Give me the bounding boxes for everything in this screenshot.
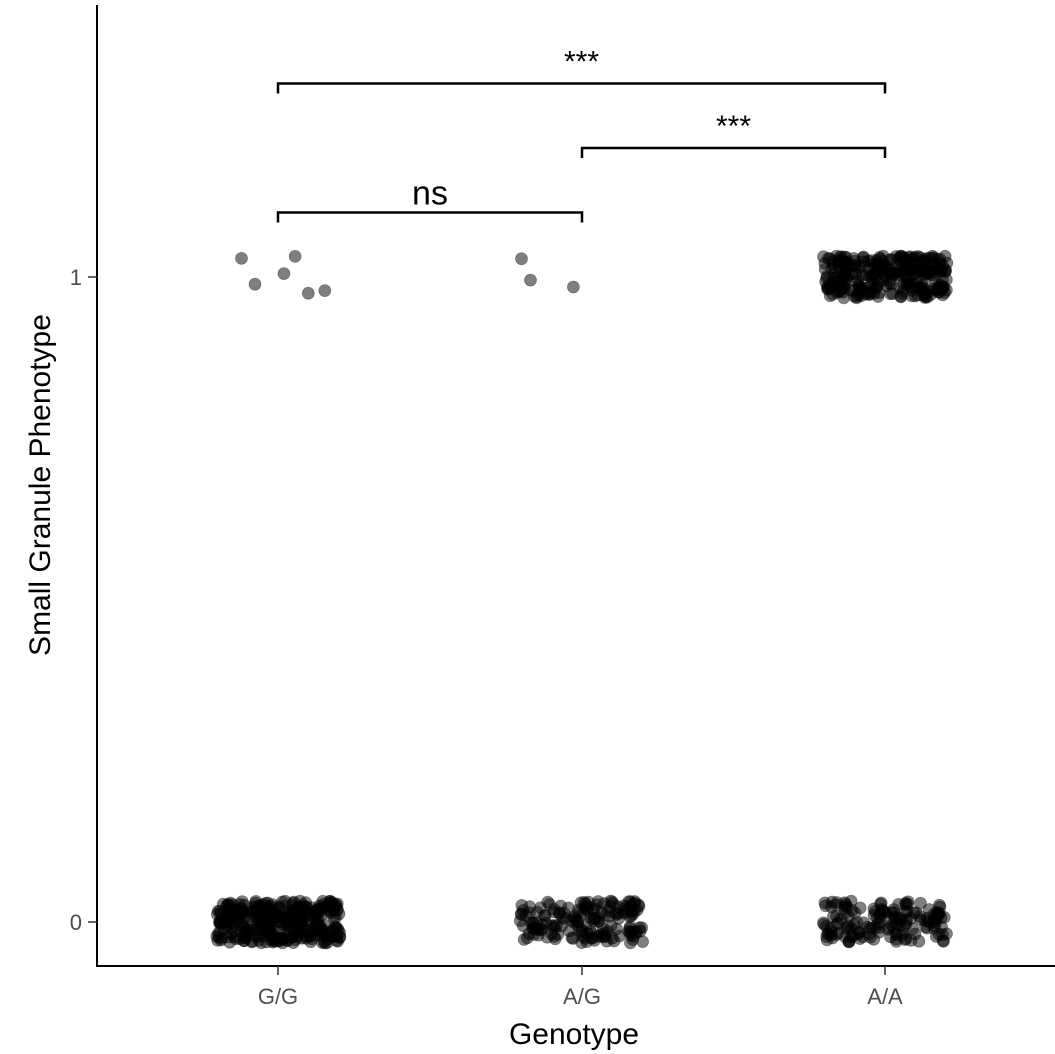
data-point bbox=[515, 899, 529, 912]
data-point bbox=[572, 903, 585, 917]
significance-bracket bbox=[276, 82, 887, 94]
data-point bbox=[835, 282, 848, 296]
data-point bbox=[571, 919, 585, 933]
data-point bbox=[852, 925, 866, 939]
significance-label: *** bbox=[564, 46, 599, 79]
data-point bbox=[913, 910, 927, 923]
data-point bbox=[908, 289, 922, 303]
data-point bbox=[884, 930, 897, 944]
data-point bbox=[859, 268, 873, 282]
data-point bbox=[887, 903, 901, 916]
data-point bbox=[550, 919, 563, 933]
significance-brackets: ns *** *** bbox=[276, 46, 887, 223]
data-point bbox=[226, 926, 240, 940]
data-point bbox=[249, 895, 263, 908]
data-point bbox=[524, 273, 537, 287]
data-point bbox=[604, 894, 618, 908]
data-point bbox=[552, 906, 566, 919]
data-point bbox=[820, 933, 834, 947]
data-point bbox=[211, 927, 225, 941]
data-point bbox=[567, 280, 580, 294]
data-point bbox=[317, 935, 331, 949]
y-axis-ticks: 01 bbox=[70, 265, 97, 935]
data-point bbox=[541, 895, 555, 909]
y-axis-title: Small Granule Phenotype bbox=[24, 314, 57, 656]
y-tick-label: 1 bbox=[70, 265, 82, 290]
data-point bbox=[936, 934, 950, 947]
data-point bbox=[224, 914, 238, 928]
x-tick-label: A/G bbox=[563, 984, 601, 1009]
data-point bbox=[301, 286, 315, 300]
data-point bbox=[897, 277, 911, 291]
y-tick-label: 0 bbox=[70, 910, 82, 935]
x-axis-title: Genotype bbox=[509, 1018, 639, 1051]
data-point bbox=[304, 929, 317, 943]
data-point bbox=[622, 925, 636, 938]
data-point bbox=[857, 250, 870, 264]
data-point bbox=[329, 898, 343, 912]
data-point bbox=[818, 262, 832, 276]
data-point bbox=[825, 900, 838, 914]
data-point bbox=[333, 930, 347, 943]
data-point bbox=[267, 908, 281, 922]
data-point bbox=[872, 261, 885, 275]
data-point bbox=[515, 252, 528, 266]
data-point bbox=[856, 281, 869, 294]
data-point bbox=[520, 931, 534, 945]
data-point bbox=[901, 897, 914, 911]
data-point bbox=[618, 902, 631, 915]
significance-bracket bbox=[580, 146, 887, 158]
data-point bbox=[287, 928, 301, 942]
data-point bbox=[933, 252, 947, 266]
data-point bbox=[838, 899, 852, 913]
data-point bbox=[248, 277, 262, 291]
significance-label: ns bbox=[412, 175, 448, 213]
data-points bbox=[210, 249, 954, 950]
significance-bracket bbox=[276, 211, 584, 223]
data-point bbox=[612, 911, 626, 925]
data-point bbox=[583, 925, 597, 938]
data-point bbox=[547, 930, 561, 943]
data-point bbox=[850, 290, 864, 304]
data-point bbox=[238, 924, 252, 938]
data-point bbox=[817, 250, 830, 264]
data-point bbox=[871, 917, 885, 930]
data-point bbox=[817, 916, 830, 930]
data-point bbox=[841, 259, 854, 273]
x-tick-label: G/G bbox=[258, 984, 298, 1009]
data-point bbox=[289, 905, 303, 919]
data-point bbox=[918, 277, 932, 290]
data-point bbox=[875, 904, 889, 917]
data-point bbox=[871, 290, 885, 303]
data-point bbox=[246, 934, 259, 948]
data-point bbox=[824, 281, 837, 295]
data-point bbox=[915, 255, 928, 269]
data-point bbox=[231, 905, 245, 919]
data-point bbox=[914, 896, 927, 910]
data-point bbox=[885, 277, 898, 291]
data-point bbox=[277, 267, 291, 281]
data-point bbox=[263, 923, 276, 937]
data-point bbox=[605, 931, 619, 945]
data-point bbox=[596, 922, 610, 935]
data-point bbox=[906, 269, 919, 282]
x-axis-ticks: G/G A/G A/A bbox=[258, 966, 903, 1009]
data-point bbox=[318, 284, 332, 298]
data-point bbox=[235, 251, 248, 265]
data-point bbox=[309, 913, 323, 927]
data-point bbox=[288, 249, 302, 263]
significance-label: *** bbox=[716, 110, 751, 143]
data-point bbox=[923, 264, 937, 278]
data-point bbox=[936, 288, 950, 302]
data-point bbox=[897, 251, 911, 265]
data-point bbox=[534, 923, 548, 937]
data-point bbox=[925, 916, 939, 929]
x-tick-label: A/A bbox=[867, 984, 903, 1009]
